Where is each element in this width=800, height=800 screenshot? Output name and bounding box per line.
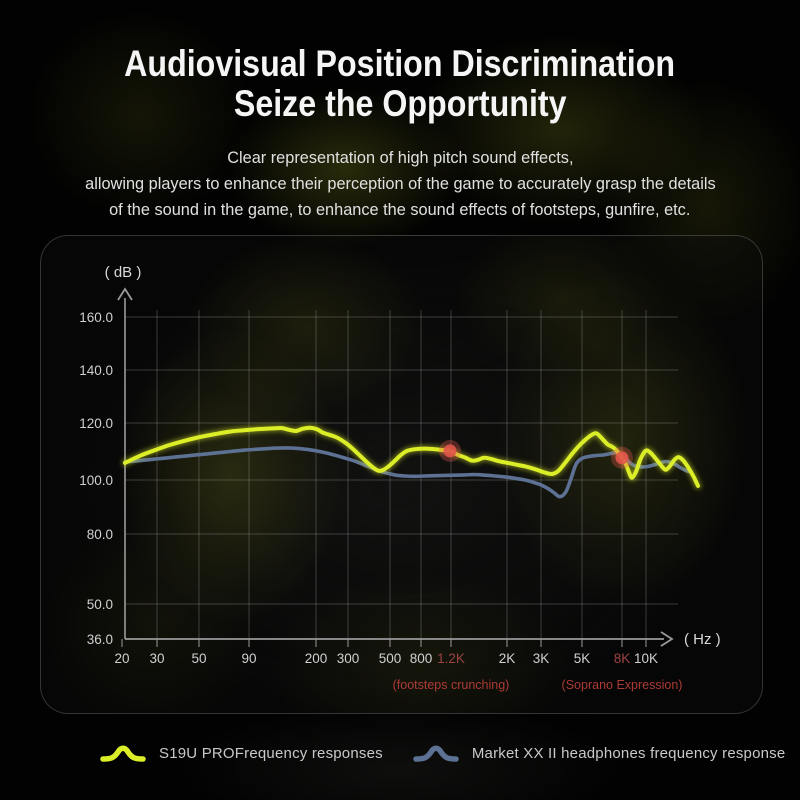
x-tick-label: 50	[191, 651, 206, 666]
chart-legend: S19U PROFrequency responses Market XX II…	[0, 738, 800, 768]
yellow-wave-icon	[100, 745, 146, 762]
x-tick-label: 5K	[574, 651, 591, 666]
x-tick-label: 800	[410, 651, 433, 666]
x-tick-label: 500	[379, 651, 402, 666]
y-tick-label: 36.0	[87, 632, 113, 647]
y-tick-label: 50.0	[87, 597, 113, 612]
subtitle-line1: Clear representation of high pitch sound…	[226, 148, 574, 167]
x-tick-label: 2K	[499, 651, 516, 666]
x-tick-label: 20	[114, 651, 129, 666]
y-tick-label: 120.0	[79, 416, 113, 431]
y-tick-label: 80.0	[87, 527, 113, 542]
blue-wave-icon	[413, 745, 459, 762]
legend-item-market: Market XX II headphones frequency respon…	[413, 742, 786, 764]
x-tick-label: 8K	[614, 651, 631, 666]
marker-dot	[615, 451, 629, 465]
y-tick-label: 140.0	[79, 363, 113, 378]
y-tick-label: 160.0	[79, 310, 113, 325]
grid	[125, 310, 678, 639]
series-s19u	[123, 425, 700, 488]
x-tick-label: 3K	[533, 651, 550, 666]
legend-item-s19u: S19U PROFrequency responses	[100, 742, 383, 764]
page-title-line1: Audiovisual Position Discrimination	[124, 43, 676, 84]
legend-label-market: Market XX II headphones frequency respon…	[471, 744, 786, 762]
x-tick-label: 1.2K	[437, 651, 465, 666]
y-axis-arrow-icon	[117, 287, 133, 301]
x-tick-label: 10K	[634, 651, 658, 666]
subtitle-block: Clear representation of high pitch sound…	[0, 145, 800, 223]
y-tick-label: 100.0	[79, 473, 113, 488]
annotation: (Soprano Expression)	[562, 678, 683, 692]
axes	[117, 287, 674, 647]
legend-label-s19u: S19U PROFrequency responses	[159, 744, 383, 762]
series-market-xx-ii	[123, 446, 693, 499]
title-block: Audiovisual Position Discrimination Seiz…	[0, 44, 800, 124]
x-axis-unit-label: ( Hz )	[684, 631, 721, 648]
subtitle-line2: allowing players to enhance their percep…	[84, 174, 716, 193]
x-tick-label: 90	[241, 651, 256, 666]
y-axis-unit-label: ( dB )	[105, 264, 142, 281]
annotation: (footsteps crunching)	[393, 678, 510, 692]
page-title-line2: Seize the Opportunity	[233, 83, 567, 124]
marker-dot	[443, 444, 457, 458]
axis-labels: 160.0 140.0 120.0 100.0 80.0 50.0 36.020 30 50 90…	[79, 264, 720, 692]
x-tick-label: 200	[305, 651, 328, 666]
x-tick-label: 30	[149, 651, 164, 666]
x-axis-arrow-icon	[660, 631, 674, 647]
x-tick-label: 300	[337, 651, 360, 666]
subtitle-line3: of the sound in the game, to enhance the…	[109, 200, 691, 219]
